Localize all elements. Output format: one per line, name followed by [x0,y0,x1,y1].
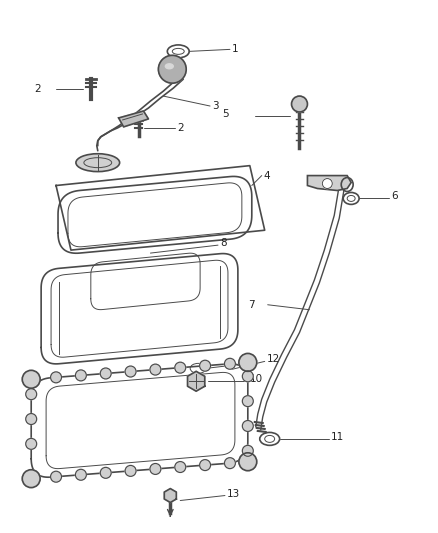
Text: 5: 5 [222,109,229,119]
Polygon shape [187,372,205,391]
Text: 13: 13 [227,489,240,498]
Circle shape [50,372,61,383]
Text: 2: 2 [177,123,184,133]
Circle shape [242,395,253,407]
Text: 9: 9 [242,357,248,366]
Text: 3: 3 [212,101,219,111]
Circle shape [239,353,257,372]
Circle shape [159,55,186,83]
Circle shape [242,421,253,431]
Circle shape [22,470,40,488]
Text: 2: 2 [34,84,41,94]
Polygon shape [307,175,351,190]
Text: 11: 11 [331,432,345,442]
Circle shape [200,459,211,471]
Circle shape [224,358,235,369]
Circle shape [242,446,253,456]
Circle shape [100,467,111,478]
Text: 7: 7 [248,300,254,310]
Text: 8: 8 [220,238,226,248]
Ellipse shape [165,64,173,69]
Circle shape [175,462,186,472]
Circle shape [239,453,257,471]
Circle shape [125,465,136,477]
Text: 12: 12 [267,354,280,365]
Circle shape [322,179,332,189]
Text: 10: 10 [250,374,263,384]
Text: 4: 4 [264,171,270,181]
Circle shape [292,96,307,112]
Polygon shape [164,489,177,503]
Circle shape [150,364,161,375]
Circle shape [26,414,37,424]
Circle shape [175,362,186,373]
Circle shape [26,439,37,449]
Circle shape [22,370,40,388]
Text: 6: 6 [391,191,398,201]
Circle shape [50,471,61,482]
Text: 1: 1 [232,44,239,54]
Circle shape [200,360,211,371]
Circle shape [242,371,253,382]
Circle shape [75,370,86,381]
Ellipse shape [76,154,120,172]
Circle shape [150,464,161,474]
Circle shape [125,366,136,377]
Circle shape [100,368,111,379]
Circle shape [26,389,37,400]
Circle shape [224,458,235,469]
Circle shape [75,470,86,480]
Polygon shape [119,111,148,127]
